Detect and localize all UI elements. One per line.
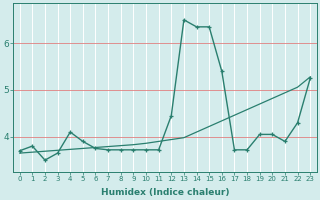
X-axis label: Humidex (Indice chaleur): Humidex (Indice chaleur) (101, 188, 229, 197)
